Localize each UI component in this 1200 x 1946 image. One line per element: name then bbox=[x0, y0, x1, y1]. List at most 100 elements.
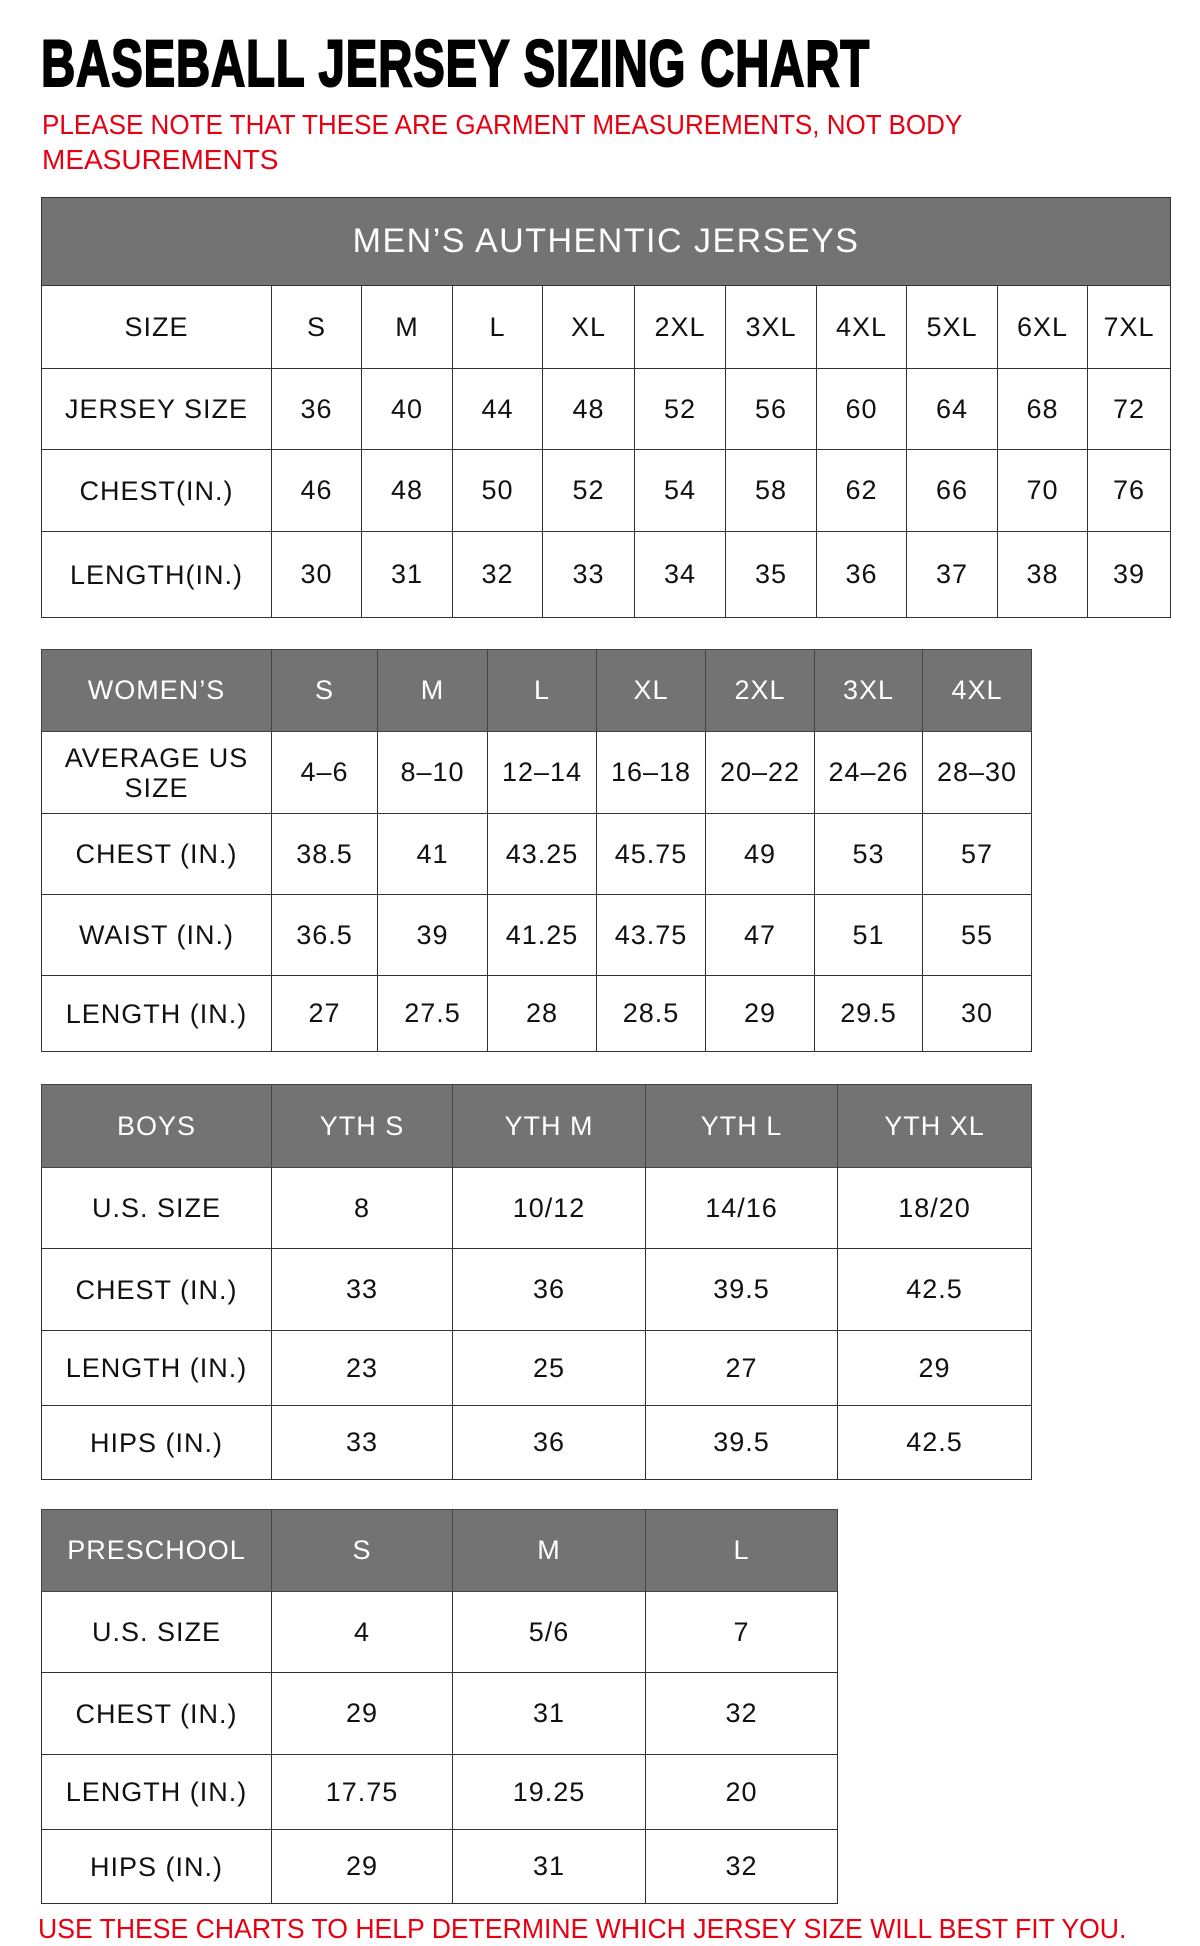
measure-label-cell: LENGTH (IN.) bbox=[41, 1754, 272, 1830]
value-cell: 29 bbox=[705, 975, 815, 1052]
table-row: LENGTH(IN.) 30 31 32 33 34 35 36 37 38 39 bbox=[41, 531, 1172, 618]
row-header-cell: WOMEN’S bbox=[41, 649, 272, 732]
measure-label-cell: AVERAGE US SIZE bbox=[41, 731, 272, 814]
measure-label-cell: CHEST(IN.) bbox=[41, 449, 272, 532]
size-header-cell: L bbox=[452, 285, 543, 369]
value-cell: 36 bbox=[271, 368, 362, 450]
value-cell: 10/12 bbox=[452, 1167, 646, 1249]
value-cell: 70 bbox=[997, 449, 1088, 532]
value-cell: 36 bbox=[452, 1405, 646, 1480]
value-cell: 60 bbox=[816, 368, 907, 450]
value-cell: 36 bbox=[816, 531, 907, 618]
row-header-cell: BOYS bbox=[41, 1084, 272, 1168]
measure-label-cell: HIPS (IN.) bbox=[41, 1405, 272, 1480]
value-cell: 39 bbox=[377, 894, 488, 976]
value-cell: 28–30 bbox=[922, 731, 1032, 814]
womens-size-table: WOMEN’S S M L XL 2XL 3XL 4XL AVERAGE US SIZE 4–6 8… bbox=[41, 649, 1032, 1052]
size-header-cell: S bbox=[271, 285, 362, 369]
table-row: CHEST (IN.) 29 31 32 bbox=[41, 1672, 838, 1755]
value-cell: 72 bbox=[1086, 368, 1172, 450]
value-cell: 20–22 bbox=[705, 731, 815, 814]
value-cell: 33 bbox=[271, 1405, 453, 1480]
table-banner: MEN’S AUTHENTIC JERSEYS bbox=[40, 197, 1172, 286]
boys-size-table: BOYS YTH S YTH M YTH L YTH XL U.S. SIZE 8 10/12… bbox=[41, 1084, 1032, 1480]
value-cell: 28 bbox=[487, 975, 597, 1052]
page-title: BASEBALL JERSEY SIZING CHART bbox=[40, 26, 871, 100]
table-row: CHEST(IN.) 46 48 50 52 54 58 62 66 70 76 bbox=[41, 449, 1172, 532]
value-cell: 62 bbox=[816, 449, 907, 532]
value-cell: 54 bbox=[634, 449, 726, 532]
value-cell: 19.25 bbox=[452, 1754, 646, 1830]
garment-note-line2: MEASUREMENTS bbox=[42, 144, 279, 175]
value-cell: 37 bbox=[906, 531, 998, 618]
value-cell: 29 bbox=[271, 1829, 453, 1904]
value-cell: 43.25 bbox=[487, 813, 597, 895]
value-cell: 32 bbox=[645, 1829, 838, 1904]
value-cell: 29 bbox=[271, 1672, 453, 1755]
value-cell: 18/20 bbox=[837, 1167, 1032, 1249]
value-cell: 32 bbox=[452, 531, 543, 618]
value-cell: 25 bbox=[452, 1330, 646, 1406]
table-row: LENGTH (IN.) 17.75 19.25 20 bbox=[41, 1754, 838, 1830]
value-cell: 58 bbox=[725, 449, 817, 532]
value-cell: 39 bbox=[1086, 531, 1172, 618]
size-header-cell: XL bbox=[542, 285, 635, 369]
measure-label-cell: CHEST (IN.) bbox=[41, 1248, 272, 1331]
value-cell: 28.5 bbox=[596, 975, 706, 1052]
measure-label-cell: HIPS (IN.) bbox=[41, 1829, 272, 1904]
value-cell: 8 bbox=[271, 1167, 453, 1249]
value-cell: 35 bbox=[725, 531, 817, 618]
size-header-cell: XL bbox=[596, 649, 706, 732]
value-cell: 44 bbox=[452, 368, 543, 450]
measure-label-cell: WAIST (IN.) bbox=[41, 894, 272, 976]
mens-size-table: MEN’S AUTHENTIC JERSEYS SIZE S M L XL 2XL 3XL 4X… bbox=[40, 197, 1172, 618]
garment-note-line1: PLEASE NOTE THAT THESE ARE GARMENT MEASU… bbox=[42, 109, 963, 140]
value-cell: 29.5 bbox=[814, 975, 923, 1052]
value-cell: 30 bbox=[922, 975, 1032, 1052]
size-header-cell: 3XL bbox=[725, 285, 817, 369]
size-header-cell: YTH XL bbox=[837, 1084, 1032, 1168]
banner-title: MEN’S AUTHENTIC JERSEYS bbox=[40, 197, 1172, 286]
value-cell: 30 bbox=[271, 531, 362, 618]
table-row: CHEST (IN.) 33 36 39.5 42.5 bbox=[41, 1248, 1032, 1331]
value-cell: 7 bbox=[645, 1591, 838, 1673]
table-row: U.S. SIZE 4 5/6 7 bbox=[41, 1591, 838, 1673]
value-cell: 56 bbox=[725, 368, 817, 450]
measure-label-cell: CHEST (IN.) bbox=[41, 813, 272, 895]
value-cell: 34 bbox=[634, 531, 726, 618]
value-cell: 33 bbox=[271, 1248, 453, 1331]
value-cell: 29 bbox=[837, 1330, 1032, 1406]
size-header-cell: 6XL bbox=[997, 285, 1088, 369]
value-cell: 20 bbox=[645, 1754, 838, 1830]
size-header-cell: 2XL bbox=[705, 649, 815, 732]
value-cell: 42.5 bbox=[837, 1405, 1032, 1480]
value-cell: 64 bbox=[906, 368, 998, 450]
value-cell: 41.25 bbox=[487, 894, 597, 976]
value-cell: 27.5 bbox=[377, 975, 488, 1052]
size-header-cell: 3XL bbox=[814, 649, 923, 732]
value-cell: 31 bbox=[361, 531, 453, 618]
size-header-cell: 7XL bbox=[1086, 285, 1172, 369]
value-cell: 17.75 bbox=[271, 1754, 453, 1830]
value-cell: 52 bbox=[634, 368, 726, 450]
value-cell: 68 bbox=[997, 368, 1088, 450]
value-cell: 76 bbox=[1086, 449, 1172, 532]
size-header-cell: L bbox=[645, 1509, 838, 1592]
value-cell: 38.5 bbox=[271, 813, 378, 895]
size-header-cell: 4XL bbox=[922, 649, 1032, 732]
value-cell: 12–14 bbox=[487, 731, 597, 814]
value-cell: 24–26 bbox=[814, 731, 923, 814]
table-row: HIPS (IN.) 29 31 32 bbox=[41, 1829, 838, 1904]
preschool-size-table: PRESCHOOL S M L U.S. SIZE 4 5/6 7 CHEST (IN.) 29 3… bbox=[41, 1509, 838, 1904]
value-cell: 47 bbox=[705, 894, 815, 976]
table-row: LENGTH (IN.) 27 27.5 28 28.5 29 29.5 30 bbox=[41, 975, 1032, 1052]
size-header-cell: 2XL bbox=[634, 285, 726, 369]
row-header-cell: SIZE bbox=[41, 285, 272, 369]
value-cell: 52 bbox=[542, 449, 635, 532]
value-cell: 31 bbox=[452, 1829, 646, 1904]
size-header-cell: YTH M bbox=[452, 1084, 646, 1168]
table-row: CHEST (IN.) 38.5 41 43.25 45.75 49 53 57 bbox=[41, 813, 1032, 895]
value-cell: 38 bbox=[997, 531, 1088, 618]
size-header-cell: 4XL bbox=[816, 285, 907, 369]
value-cell: 66 bbox=[906, 449, 998, 532]
